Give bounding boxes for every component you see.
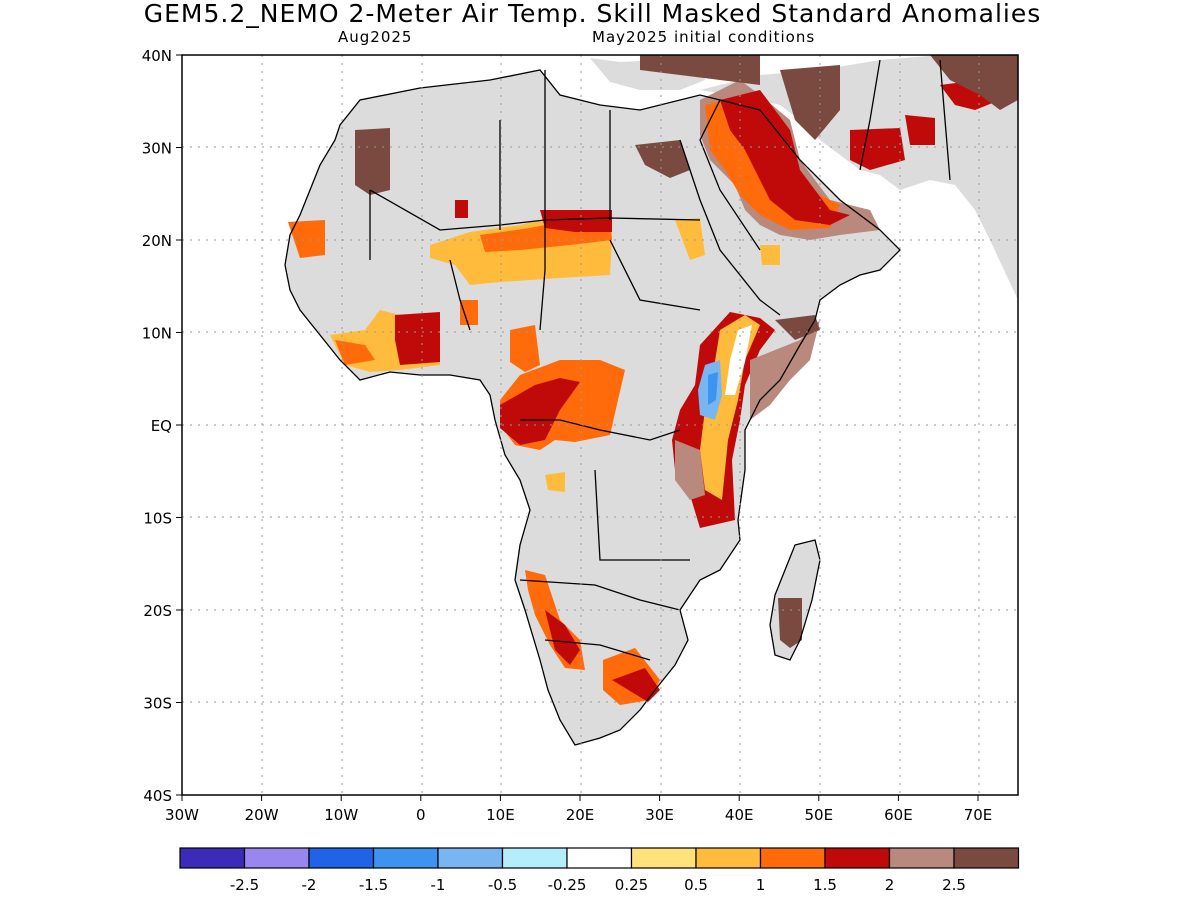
colorbar-label: 2.5 xyxy=(942,876,966,894)
lon-label: 20E xyxy=(566,806,595,824)
lon-label: 70E xyxy=(964,806,993,824)
colorbar-label: -1.5 xyxy=(359,876,388,894)
lon-label: 10E xyxy=(486,806,515,824)
colorbar-swatch xyxy=(824,847,891,869)
colorbar: -2.5 -2 -1.5 -1 -0.5 -0.25 0.25 0.5 1 1.5 2 2.5 xyxy=(179,847,1020,894)
lat-label: 40N xyxy=(142,47,172,65)
colorbar-label: 0.5 xyxy=(684,876,708,894)
lat-label: 40S xyxy=(143,787,172,805)
lon-label: 30E xyxy=(645,806,674,824)
lat-label: EQ xyxy=(151,417,172,435)
colorbar-label: -2 xyxy=(302,876,317,894)
map-content xyxy=(182,55,1018,795)
colorbar-swatch xyxy=(372,847,439,869)
coastlines xyxy=(284,59,951,746)
lat-label: 10S xyxy=(143,510,172,528)
lat-label: 30N xyxy=(142,140,172,158)
colorbar-label: -0.5 xyxy=(488,876,517,894)
lat-label: 20S xyxy=(143,602,172,620)
colorbar-swatch xyxy=(695,847,762,869)
colorbar-label: -1 xyxy=(431,876,446,894)
longitude-axis: 30W 20W 10W 0 10E 20E 30E 40E 50E 60E 70E xyxy=(165,795,992,824)
colorbar-swatch xyxy=(566,847,633,869)
colorbar-label: 1 xyxy=(756,876,766,894)
lon-label: 0 xyxy=(416,806,426,824)
anomaly-patches xyxy=(288,55,1018,705)
lon-label: 40E xyxy=(725,806,754,824)
colorbar-swatch xyxy=(759,847,826,869)
colorbar-swatch xyxy=(243,847,310,869)
lat-label: 10N xyxy=(142,325,172,343)
lon-label: 30W xyxy=(165,806,199,824)
gridlines xyxy=(182,55,1018,795)
initial-conditions-label: May2025 initial conditions xyxy=(592,28,816,46)
colorbar-label: 2 xyxy=(885,876,895,894)
latitude-axis: 40N 30N 20N 10N EQ 10S 20S 30S 40S xyxy=(142,47,182,805)
colorbar-label: -0.25 xyxy=(548,876,587,894)
lon-label: 20W xyxy=(245,806,279,824)
colorbar-swatch xyxy=(437,847,504,869)
colorbar-swatch xyxy=(501,847,568,869)
map-title: GEM5.2_NEMO 2-Meter Air Temp. Skill Mask… xyxy=(143,0,1042,28)
colorbar-label: -2.5 xyxy=(230,876,259,894)
lon-label: 10W xyxy=(324,806,358,824)
colorbar-label: 1.5 xyxy=(813,876,837,894)
lon-label: 50E xyxy=(805,806,834,824)
colorbar-swatch xyxy=(630,847,697,869)
lon-label: 60E xyxy=(884,806,913,824)
lat-label: 30S xyxy=(143,695,172,713)
colorbar-swatch xyxy=(888,847,955,869)
colorbar-swatch xyxy=(179,847,246,869)
colorbar-swatch xyxy=(953,847,1020,869)
colorbar-label: 0.25 xyxy=(615,876,648,894)
colorbar-swatch xyxy=(308,847,375,869)
valid-month-label: Aug2025 xyxy=(338,28,413,46)
lat-label: 20N xyxy=(142,232,172,250)
